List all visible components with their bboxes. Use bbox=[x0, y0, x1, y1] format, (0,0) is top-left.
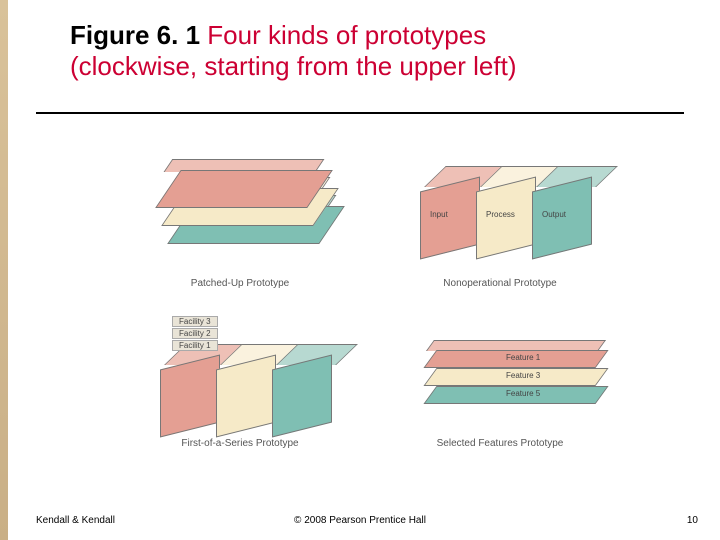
caption-lr: Selected Features Prototype bbox=[390, 438, 610, 449]
block-label: Process bbox=[486, 210, 515, 219]
footer-page: 10 bbox=[687, 515, 698, 526]
title-divider bbox=[36, 112, 684, 114]
prototype-selected-features: Feature 1 Feature 3 Feature 5 Selected Fea… bbox=[390, 320, 610, 449]
facility-label: Facility 2 bbox=[172, 328, 218, 339]
block-label: Input bbox=[430, 210, 448, 219]
block-label: Output bbox=[542, 210, 566, 219]
facility-label: Facility 3 bbox=[172, 316, 218, 327]
feature-label: Feature 1 bbox=[506, 353, 540, 362]
facility-label: Facility 1 bbox=[172, 340, 218, 351]
feature-label: Feature 5 bbox=[506, 389, 540, 398]
figure-number: Figure 6. 1 bbox=[70, 20, 207, 50]
feature-label: Feature 3 bbox=[506, 371, 540, 380]
figure-title-line1: Four kinds of prototypes bbox=[207, 20, 486, 50]
caption-ur: Nonoperational Prototype bbox=[390, 278, 610, 289]
slab-icon bbox=[155, 170, 333, 208]
caption-ul: Patched-Up Prototype bbox=[130, 278, 350, 289]
block-icon bbox=[216, 355, 276, 438]
prototype-patched-up: Patched-Up Prototype bbox=[130, 160, 350, 289]
caption-ll: First-of-a-Series Prototype bbox=[130, 438, 350, 449]
figure-title-line2: (clockwise, starting from the upper left… bbox=[70, 51, 670, 82]
slide-title: Figure 6. 1 Four kinds of prototypes (cl… bbox=[70, 20, 670, 82]
prototype-nonoperational: Input Process Output Nonoperational Protot… bbox=[390, 160, 610, 289]
block-icon bbox=[272, 355, 332, 438]
prototype-first-of-series: Facility 3Facility 2Facility 1 First-of-… bbox=[130, 320, 350, 449]
block-icon bbox=[420, 177, 480, 260]
block-icon bbox=[160, 355, 220, 438]
figure-body: Patched-Up Prototype Input Process Output … bbox=[110, 160, 610, 480]
slide-accent-stripe bbox=[0, 0, 8, 540]
footer-copyright: © 2008 Pearson Prentice Hall bbox=[0, 515, 720, 526]
